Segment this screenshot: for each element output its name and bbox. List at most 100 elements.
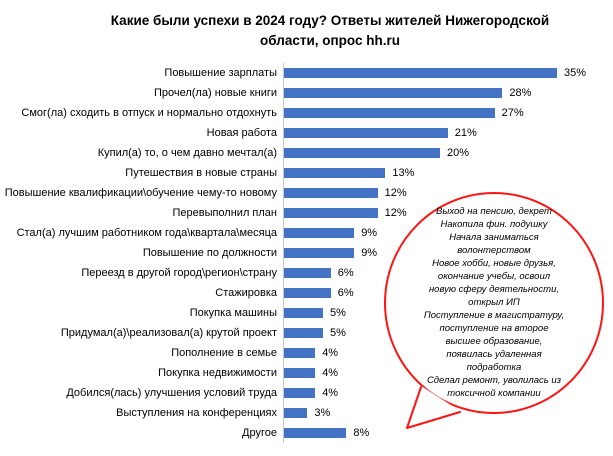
value-label: 28%	[509, 87, 532, 99]
plot-area: 5%	[283, 323, 613, 343]
plot-area: 6%	[283, 263, 613, 283]
chart-row: Выступления на конференциях 3%	[0, 403, 613, 423]
bar	[284, 228, 355, 238]
plot-area: 12%	[283, 183, 613, 203]
bar	[284, 428, 347, 438]
callout-line: открыл ИП	[468, 297, 520, 308]
plot-area: 35%	[283, 63, 613, 83]
chart-row: Пополнение в семье 4%	[0, 343, 613, 363]
category-label: Повышение квалификации\обучение чему-то …	[4, 187, 277, 199]
category-label: Придумал(а)\реализовал(а) крутой проект	[60, 327, 277, 339]
callout-line: Сделал ремонт, уволилась из	[426, 375, 562, 386]
bar	[284, 208, 378, 218]
category-label: Покупка недвижимости	[158, 367, 277, 379]
value-label: 13%	[392, 167, 415, 179]
callout-line: подработка	[466, 362, 522, 373]
bar	[284, 88, 503, 98]
bar	[284, 368, 316, 378]
bar	[284, 388, 316, 398]
bar	[284, 108, 495, 118]
value-label: 9%	[361, 247, 378, 259]
plot-area: 4%	[283, 383, 613, 403]
chart-row: Стажировка 6%	[0, 283, 613, 303]
value-label: 6%	[337, 287, 354, 299]
chart-row: Покупка недвижимости 4%	[0, 363, 613, 383]
bar	[284, 288, 331, 298]
value-label: 35%	[564, 67, 587, 79]
chart-title-line1: Какие были успехи в 2024 году? Ответы жи…	[110, 13, 550, 28]
chart-row: Добился(лась) улучшения условий труда 4%	[0, 383, 613, 403]
value-label: 4%	[322, 387, 339, 399]
category-label: Другое	[242, 427, 277, 439]
bar	[284, 168, 386, 178]
category-label: Покупка машины	[189, 307, 277, 319]
plot-area: 13%	[283, 163, 613, 183]
value-label: 5%	[330, 327, 346, 339]
plot-area: 9%	[283, 243, 613, 263]
value-label: 8%	[353, 427, 370, 439]
chart-row: Покупка машины 5%	[0, 303, 613, 323]
category-label: Добился(лась) улучшения условий труда	[66, 387, 277, 399]
category-label: Путешествия в новые страны	[125, 167, 277, 179]
callout-line: Накопила фин. подушку	[440, 219, 548, 230]
callout-line: Поступление в магистратуру,	[423, 310, 565, 321]
value-label: 3%	[314, 407, 331, 419]
plot-area: 8%	[283, 423, 613, 443]
bar	[284, 328, 323, 338]
chart-row: Придумал(а)\реализовал(а) крутой проект 5…	[0, 323, 613, 343]
bar	[284, 128, 448, 138]
bar	[284, 188, 378, 198]
callout-line: новую сферу деятельности,	[428, 284, 560, 295]
category-label: Пополнение в семье	[171, 347, 277, 359]
value-label: 5%	[330, 307, 346, 319]
value-label: 20%	[447, 147, 470, 159]
plot-area: 20%	[283, 143, 613, 163]
category-label: Прочел(ла) новые книги	[153, 87, 277, 99]
callout-line: Начала заниматься	[449, 232, 539, 243]
bar	[284, 248, 355, 258]
chart-row: Новая работа 21%	[0, 123, 613, 143]
chart-row: Повышение зарплаты 35%	[0, 63, 613, 83]
plot-area: 3%	[283, 403, 613, 423]
plot-area: 4%	[283, 363, 613, 383]
chart-row: Купил(а) то, о чем давно мечтал(а) 20%	[0, 143, 613, 163]
value-label: 21%	[454, 127, 477, 139]
value-label: 4%	[322, 347, 339, 359]
chart-row: Путешествия в новые страны 13%	[0, 163, 613, 183]
callout-line: Выход на пенсию, декрет	[436, 206, 552, 217]
plot-area: 4%	[283, 343, 613, 363]
chart-row: Повышение по должности 9%	[0, 243, 613, 263]
value-label: 12%	[384, 187, 407, 199]
category-label: Стажировка	[215, 287, 277, 299]
plot-area: 5%	[283, 303, 613, 323]
bar	[284, 148, 440, 158]
bar	[284, 68, 557, 78]
callout-line: поступление на второе	[439, 323, 549, 334]
chart-row: Другое 8%	[0, 423, 613, 443]
category-label: Повышение зарплаты	[164, 67, 277, 79]
chart-title: Какие были успехи в 2024 году? Ответы жи…	[40, 11, 613, 51]
value-label: 6%	[337, 267, 354, 279]
plot-area: 9%	[283, 223, 613, 243]
category-label: Переезд в другой город\регион\страну	[81, 267, 277, 279]
bar	[284, 408, 308, 418]
callout-text: Выход на пенсию, декрет Накопила фин. под…	[399, 205, 589, 400]
callout-line: токсичной компании	[447, 388, 541, 399]
chart-row: Переезд в другой город\регион\страну 6%	[0, 263, 613, 283]
callout-line: волонтерством	[457, 245, 531, 256]
category-label: Повышение по должности	[142, 247, 277, 259]
plot-area: 6%	[283, 283, 613, 303]
chart-row: Повышение квалификации\обучение чему-то …	[0, 183, 613, 203]
category-label: Купил(а) то, о чем давно мечтал(а)	[97, 147, 277, 159]
category-label: Выступления на конференциях	[116, 407, 277, 419]
bar	[284, 348, 316, 358]
plot-area: 21%	[283, 123, 613, 143]
chart-row: Прочел(ла) новые книги 28%	[0, 83, 613, 103]
value-label: 27%	[501, 107, 524, 119]
bar	[284, 268, 331, 278]
value-label: 9%	[361, 227, 378, 239]
category-label: Новая работа	[206, 127, 277, 139]
callout-line: появилась удаленная	[446, 349, 542, 360]
category-label: Стал(а) лучшим работником года\квартала\…	[16, 227, 277, 239]
